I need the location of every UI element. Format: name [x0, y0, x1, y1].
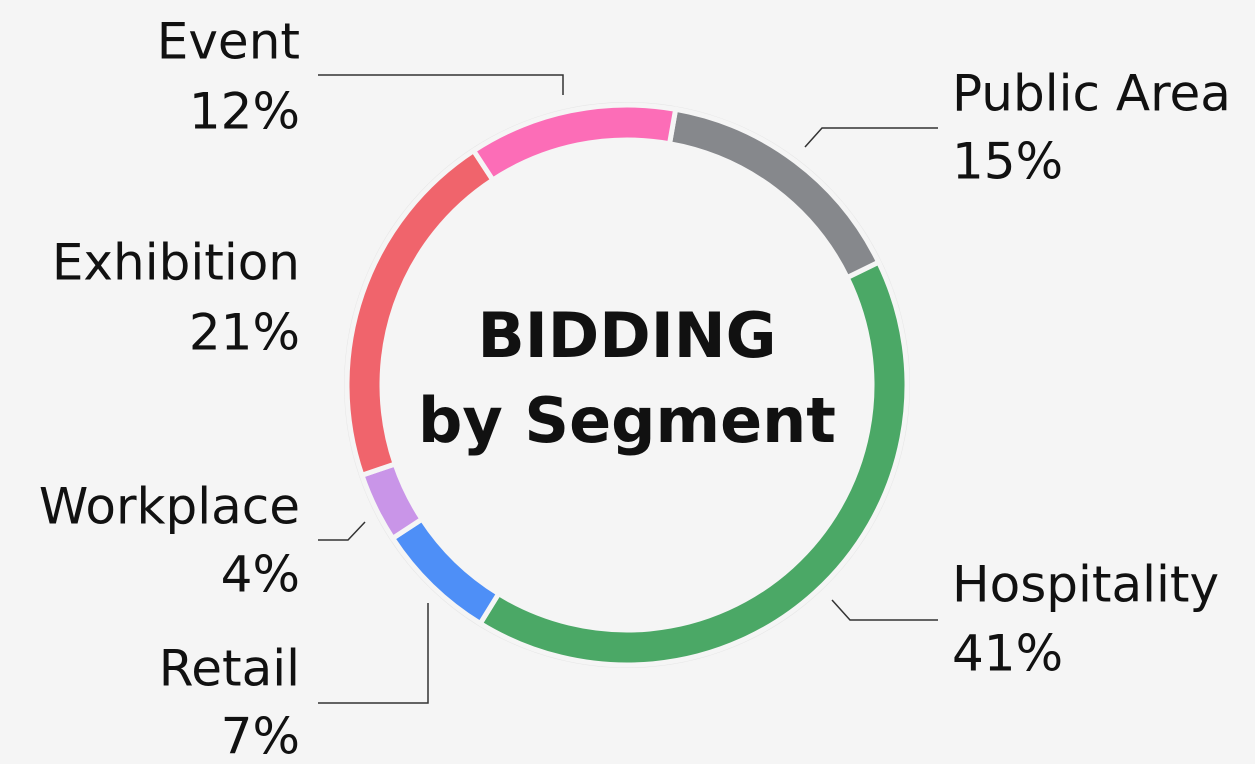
segment-label: Exhibition — [52, 234, 300, 292]
leader-line — [831, 599, 938, 621]
segment-label: Public Area — [952, 65, 1231, 123]
segment-label: Retail — [159, 640, 300, 698]
segment-value: 21% — [189, 304, 300, 362]
donut-segment — [470, 102, 679, 184]
segment-label: Hospitality — [952, 556, 1219, 614]
leader-line — [804, 127, 938, 148]
segment-value: 41% — [952, 625, 1063, 683]
segment-value: 7% — [221, 708, 300, 764]
segment-value: 4% — [221, 546, 300, 604]
chart-title: BIDDING — [477, 299, 776, 372]
segment-value: 12% — [189, 83, 300, 141]
leader-line — [318, 521, 366, 541]
segment-value: 15% — [952, 133, 1063, 191]
segment-label: Workplace — [39, 478, 300, 536]
chart-title: by Segment — [418, 384, 836, 457]
leader-line — [318, 74, 564, 95]
leader-line — [318, 603, 429, 704]
segment-label: Event — [157, 13, 300, 71]
